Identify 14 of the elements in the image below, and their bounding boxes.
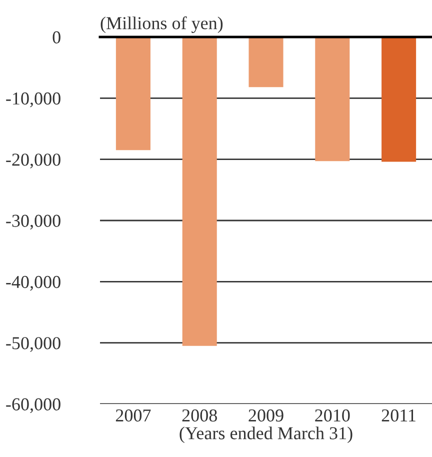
x-tick-label: 2007	[116, 409, 151, 422]
x-tick-label: 2011	[382, 409, 416, 422]
y-tick-label: -60,000	[6, 398, 60, 414]
x-tick-label: 2008	[182, 409, 217, 422]
y-tick-label: -50,000	[6, 337, 60, 352]
y-tick-label: 0	[52, 31, 60, 44]
x-axis-title: (Years ended March 31)	[180, 426, 352, 443]
y-tick-label: -10,000	[6, 92, 60, 108]
y-tick-label: -40,000	[6, 276, 60, 291]
x-tick-label: 2010	[315, 409, 350, 422]
y-tick-label: -30,000	[6, 214, 60, 230]
y-axis-title: (Millions of yen)	[100, 16, 223, 33]
y-tick-label: -20,000	[6, 154, 60, 168]
x-tick-label: 2009	[248, 409, 284, 422]
